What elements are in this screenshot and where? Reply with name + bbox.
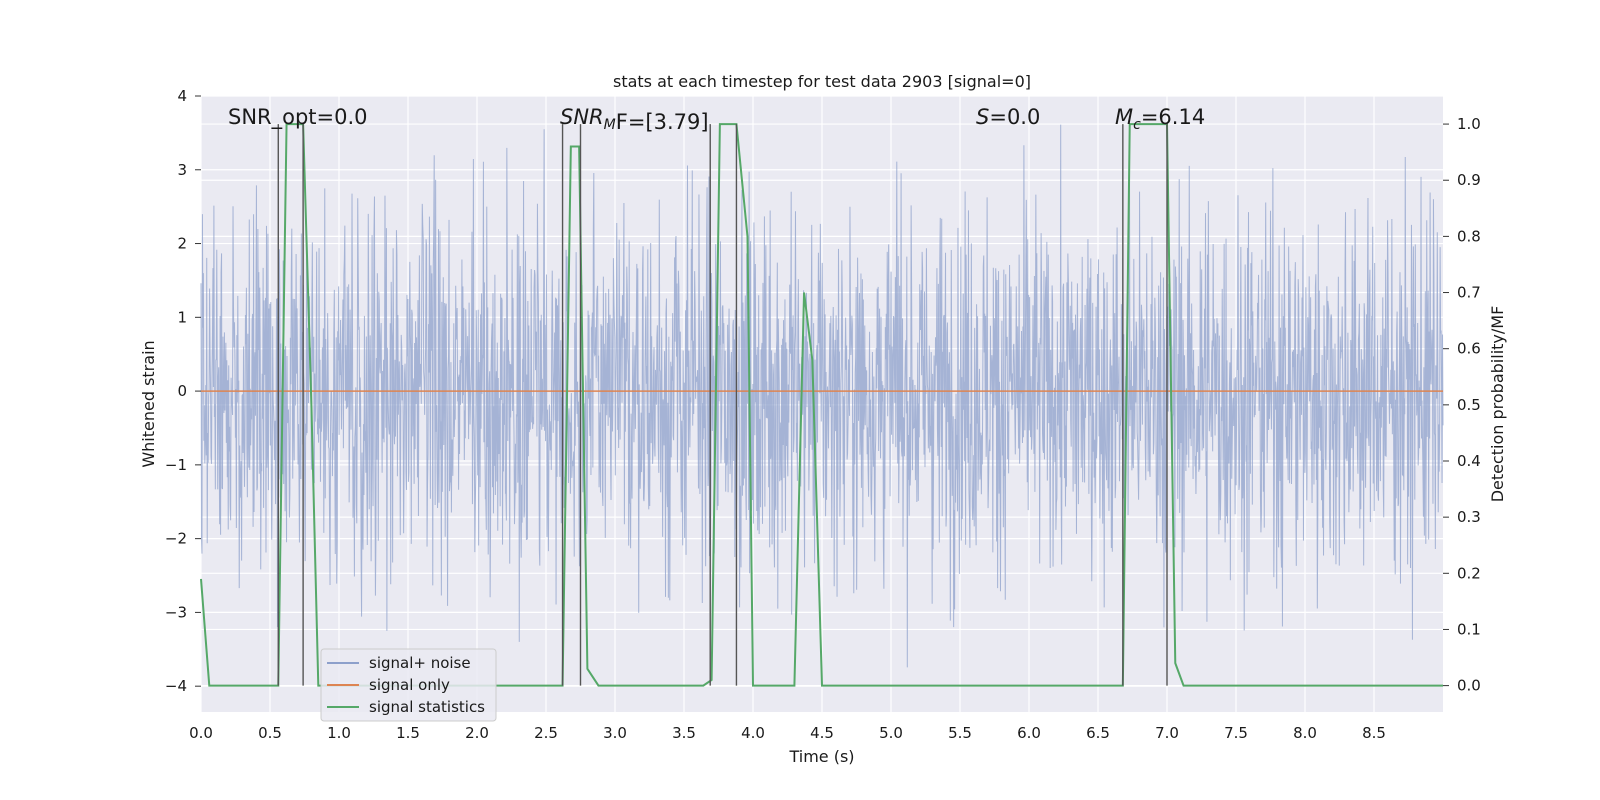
x-tick-labels: 0.0 0.5 1.0 1.5 2.0 2.5 3.0 3.5 4.0 4.5 5.0 5.5 6.0 6…: [189, 724, 1386, 742]
x-tick-label: 7.5: [1224, 724, 1248, 742]
annotation-s-rest: =0.0: [989, 105, 1040, 129]
x-tick-label: 6.5: [1086, 724, 1110, 742]
annotation-snr-opt: SNR_opt=0.0: [228, 105, 368, 130]
left-y-tick-labels: 4 3 2 1 0 −1 −2 −3 −4: [165, 87, 201, 695]
left-y-tick-label: 4: [177, 87, 187, 105]
x-tick-label: 7.0: [1155, 724, 1179, 742]
x-tick-label: 2.5: [534, 724, 558, 742]
annotation-s: S=0.0: [976, 105, 1040, 129]
right-y-tick-label: 0.6: [1457, 340, 1481, 358]
annotation-mc-sub: c: [1133, 117, 1141, 133]
x-tick-label: 1.5: [396, 724, 420, 742]
left-y-axis-label: Whitened strain: [139, 340, 158, 467]
right-y-tick-label: 0.9: [1457, 171, 1481, 189]
series-lines: [200, 123, 1443, 687]
left-y-tick-label: 3: [177, 161, 187, 179]
annotation-s-italic: S: [976, 105, 989, 129]
chart-title: stats at each timestep for test data 290…: [613, 72, 1031, 91]
x-tick-label: 5.5: [948, 724, 972, 742]
left-y-tick-label: 1: [177, 308, 187, 326]
legend-label-signal-statistics: signal statistics: [369, 698, 485, 716]
x-tick-label: 6.0: [1017, 724, 1041, 742]
right-y-tick-label: 0.1: [1457, 620, 1481, 638]
x-tick-label: 0.0: [189, 724, 213, 742]
right-y-axis-label: Detection probability/MF: [1488, 306, 1507, 503]
right-y-tick-labels: 1.0 0.9 0.8 0.7 0.6 0.5 0.4 0.3 0.2 0.1 0.0: [1443, 115, 1481, 695]
legend-label-signal-only: signal only: [369, 676, 450, 694]
x-tick-label: 3.0: [603, 724, 627, 742]
left-y-tick-label: −1: [165, 456, 187, 474]
annotation-snr-mf: SNRMF=[3.79]: [560, 105, 709, 134]
annotation-mc-rest: =6.14: [1141, 105, 1205, 129]
annotation-mc: Mc=6.14: [1115, 105, 1205, 133]
legend-label-signal-noise: signal+ noise: [369, 654, 471, 672]
left-y-tick-label: 0: [177, 382, 187, 400]
annotation-snr-mf-sub: M: [604, 117, 616, 133]
legend: signal+ noise signal only signal statist…: [320, 648, 497, 722]
right-y-tick-label: 0.8: [1457, 227, 1481, 245]
x-tick-label: 8.0: [1293, 724, 1317, 742]
signal-statistics-line: [200, 123, 1443, 687]
signal-noise-series: [200, 124, 1444, 668]
left-y-tick-label: −3: [165, 603, 187, 621]
legend-box: [320, 648, 497, 722]
right-y-tick-label: 0.7: [1457, 284, 1481, 302]
right-y-tick-label: 0.2: [1457, 564, 1481, 582]
right-y-tick-label: 0.3: [1457, 508, 1481, 526]
right-y-tick-label: 0.4: [1457, 452, 1481, 470]
x-tick-label: 4.0: [741, 724, 765, 742]
x-tick-label: 3.5: [672, 724, 696, 742]
annotation-snr-mf-rest: F=[3.79]: [616, 110, 709, 134]
vertical-markers: [277, 124, 1168, 686]
x-axis-label: Time (s): [788, 747, 854, 766]
x-tick-label: 5.0: [879, 724, 903, 742]
x-tick-label: 2.0: [465, 724, 489, 742]
x-tick-label: 0.5: [258, 724, 282, 742]
annotation-mc-base: M: [1115, 105, 1133, 129]
left-y-tick-label: 2: [177, 235, 187, 253]
x-tick-label: 8.5: [1362, 724, 1386, 742]
x-tick-label: 4.5: [810, 724, 834, 742]
right-y-tick-label: 0.0: [1457, 677, 1481, 695]
right-y-tick-label: 0.5: [1457, 396, 1481, 414]
left-y-tick-label: −4: [165, 677, 187, 695]
left-y-tick-label: −2: [165, 530, 187, 548]
right-y-tick-label: 1.0: [1457, 115, 1481, 133]
x-tick-label: 1.0: [327, 724, 351, 742]
annotation-snr-mf-base: SNR: [560, 105, 604, 129]
signal-noise-line: [200, 124, 1444, 668]
